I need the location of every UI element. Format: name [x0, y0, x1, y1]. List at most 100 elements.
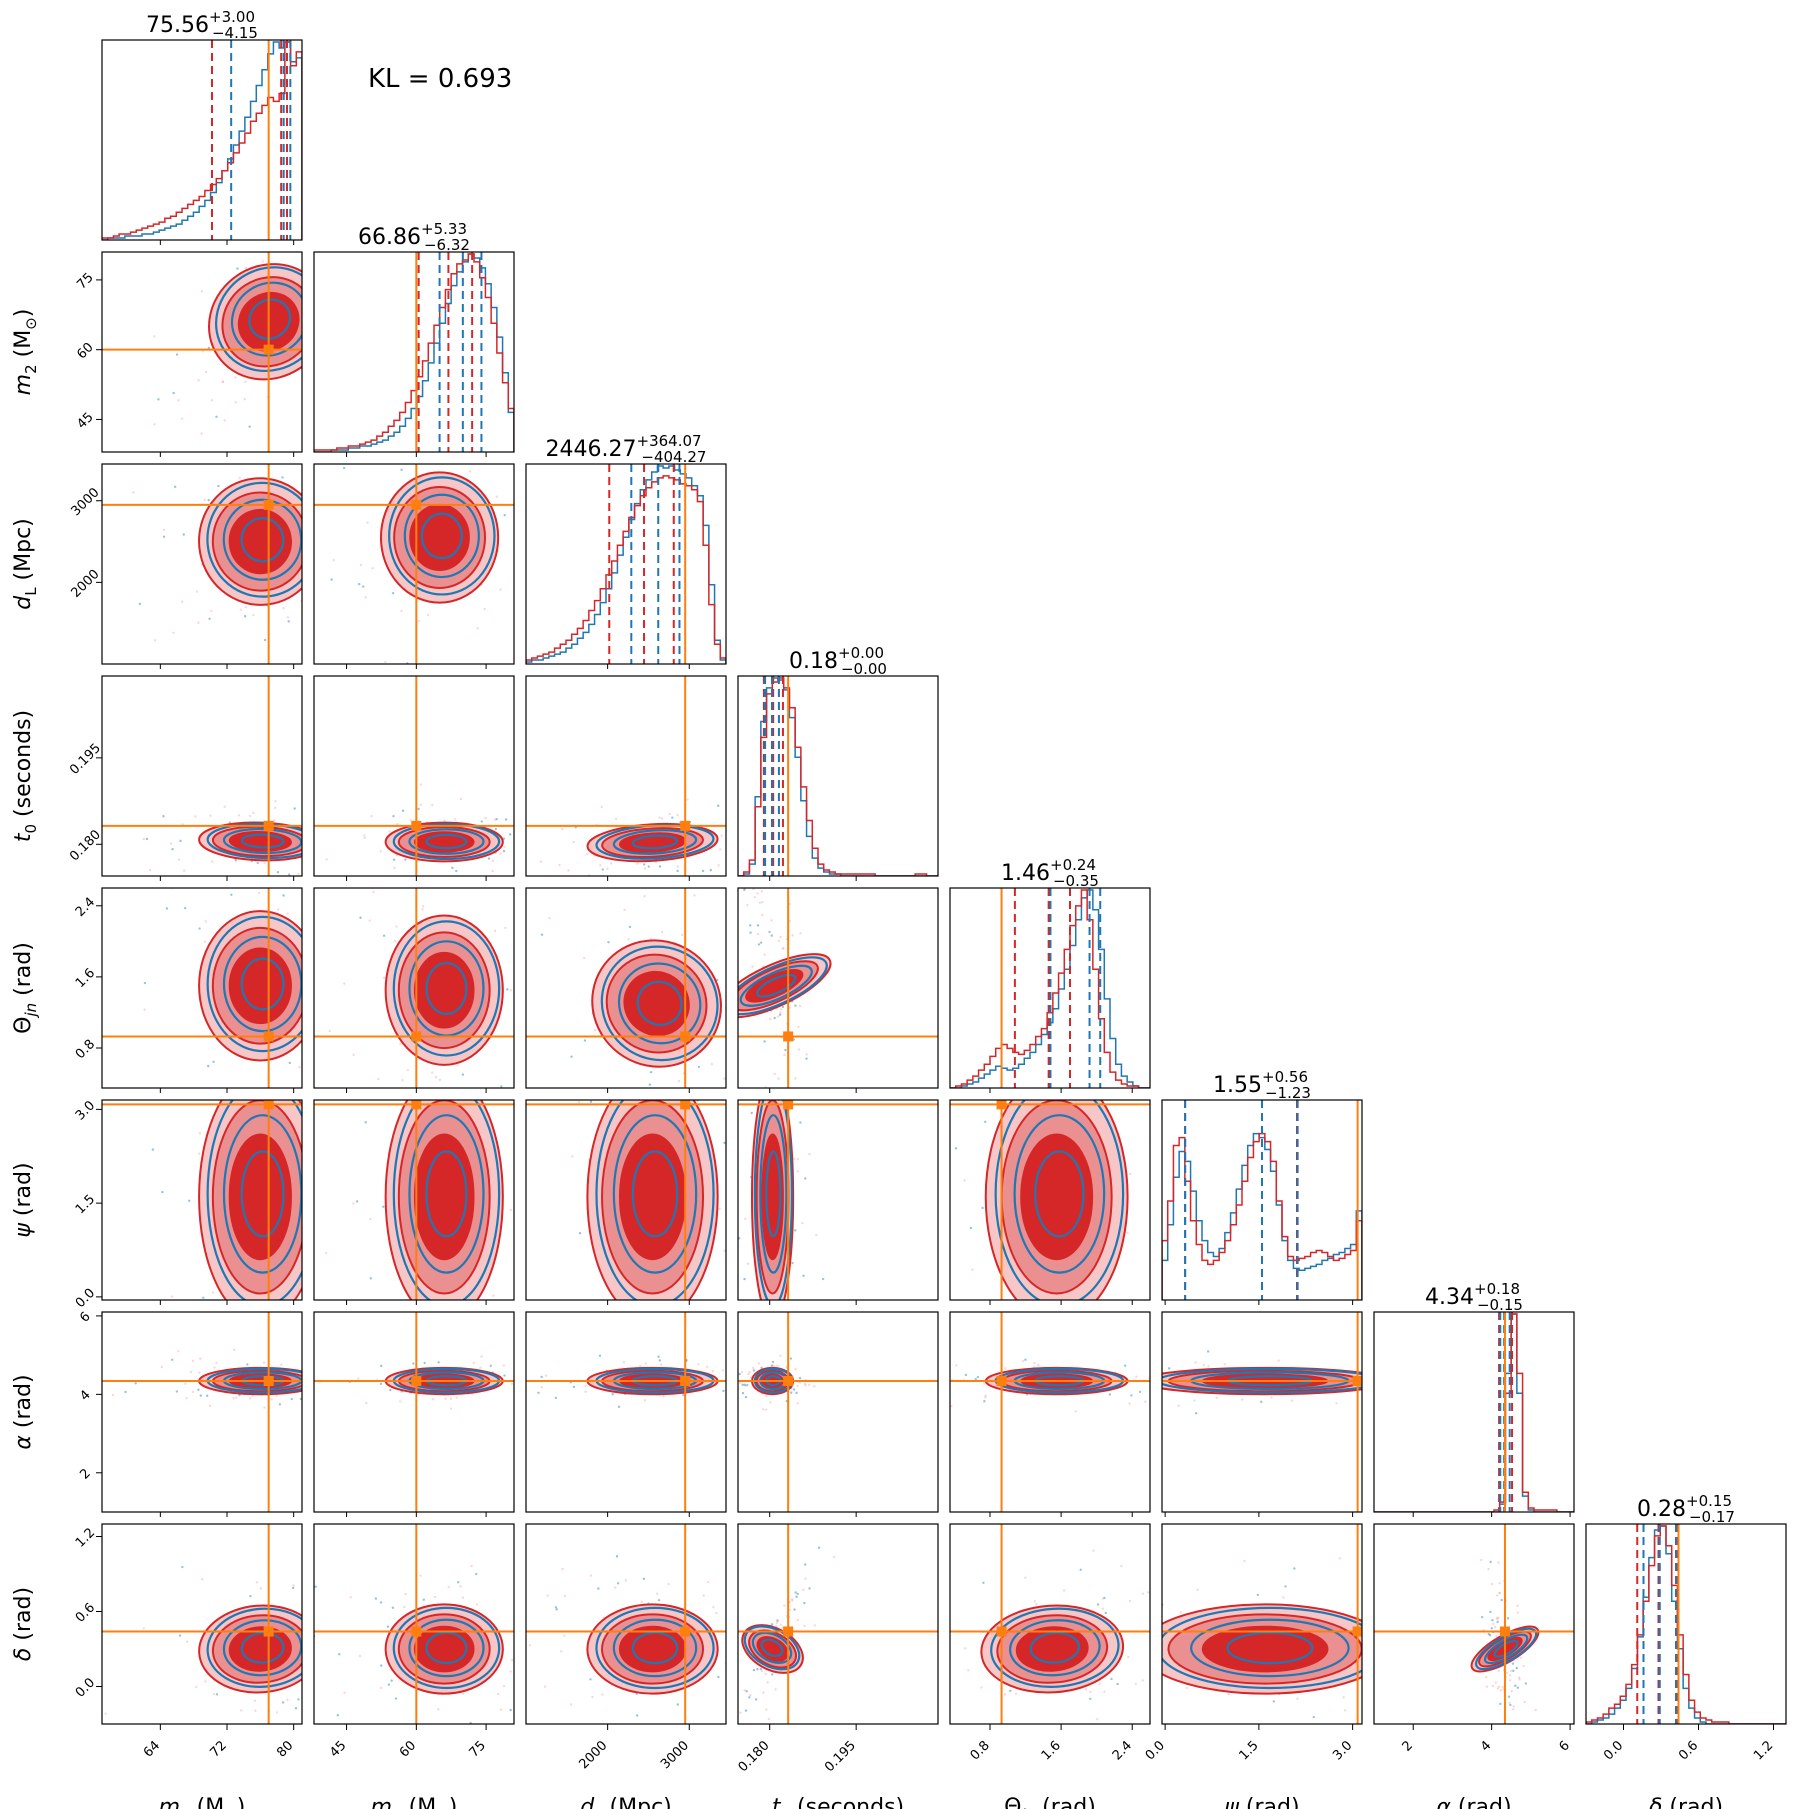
title-m1: 75.56+3.00 −4.15 — [146, 8, 258, 42]
sample-point — [236, 267, 239, 270]
sample-point — [662, 1395, 665, 1398]
sample-point — [516, 1384, 518, 1386]
y-axis-label-psi: ψ (rad) — [11, 1162, 36, 1237]
sample-point — [232, 1348, 236, 1352]
blue-histogram — [1374, 1313, 1574, 1512]
sample-point — [764, 1408, 768, 1411]
sample-point — [157, 398, 160, 401]
x-tick-label: 1.2 — [1751, 1738, 1776, 1763]
blue-contour — [1493, 1639, 1519, 1658]
sample-point — [765, 1313, 767, 1315]
sample-point — [252, 868, 254, 870]
sample-point — [643, 895, 646, 898]
panel-frame — [313, 1099, 515, 1301]
panel-frame — [1161, 1523, 1363, 1725]
sample-point — [348, 843, 350, 845]
sample-point — [941, 1599, 943, 1601]
sample-point — [777, 1077, 780, 1080]
sample-point — [791, 1599, 794, 1602]
sample-point — [531, 1373, 533, 1375]
sample-point — [796, 1384, 799, 1387]
sample-point — [1499, 1689, 1503, 1692]
sample-point — [223, 805, 226, 808]
sample-point — [1505, 1671, 1509, 1675]
sample-point — [206, 1394, 209, 1397]
panel-frame — [737, 1311, 939, 1513]
sample-point — [832, 1555, 836, 1559]
sample-point — [535, 1504, 537, 1506]
sample-point — [798, 1004, 802, 1008]
sample-point — [252, 613, 255, 617]
blue-contour — [751, 1631, 793, 1664]
sample-point — [304, 1697, 306, 1699]
sample-point — [199, 1394, 202, 1397]
sample-point — [1034, 1602, 1038, 1606]
sample-point — [1215, 1396, 1218, 1400]
x-tick-label: 45 — [327, 1738, 349, 1760]
sample-point — [281, 1701, 285, 1704]
sample-point — [776, 1071, 778, 1073]
sample-point — [230, 883, 232, 885]
sample-point — [741, 1383, 744, 1386]
red-contour — [228, 1133, 292, 1261]
sample-point — [1485, 1685, 1489, 1688]
sample-point — [333, 847, 335, 849]
sample-point — [412, 1362, 415, 1365]
sample-point — [582, 871, 584, 873]
blue-contour — [425, 1150, 468, 1238]
truth-marker — [263, 1626, 274, 1637]
sample-point — [217, 484, 220, 488]
sample-point — [1365, 1659, 1367, 1661]
sample-point — [795, 1595, 798, 1599]
sample-point — [331, 501, 333, 503]
sample-point — [586, 1441, 588, 1443]
x-tick-label: 60 — [397, 1738, 419, 1760]
y-tick-label: 2.4 — [73, 895, 98, 920]
sample-point — [677, 1079, 681, 1083]
sample-point — [746, 1383, 749, 1387]
sample-point — [792, 1388, 796, 1391]
sample-point — [1260, 1400, 1263, 1404]
panel-t0-vs-dl — [525, 675, 730, 877]
sample-point — [487, 857, 491, 860]
sample-point — [1508, 1679, 1512, 1682]
sample-point — [235, 1396, 238, 1399]
sample-point — [728, 846, 730, 848]
sample-point — [954, 1147, 958, 1150]
y-tick-label: 0.195 — [67, 741, 104, 778]
sample-point — [365, 1370, 367, 1372]
blue-histogram — [1162, 1132, 1362, 1300]
sample-point — [729, 1055, 731, 1057]
sample-point — [712, 1605, 715, 1609]
sample-point — [735, 1364, 737, 1366]
sample-point — [175, 353, 179, 356]
sample-point — [472, 1361, 475, 1365]
x-tick-label: 0.6 — [1676, 1738, 1701, 1763]
sample-point — [1194, 1361, 1197, 1364]
sample-point — [1141, 1592, 1145, 1595]
blue-contour — [206, 915, 302, 1053]
sample-point — [1074, 1502, 1076, 1504]
blue-contour — [388, 476, 496, 596]
sample-point — [502, 1684, 506, 1688]
sample-point — [1237, 1406, 1239, 1408]
sample-point — [384, 736, 386, 738]
sample-point — [1495, 1617, 1499, 1620]
sample-point — [1495, 1594, 1499, 1597]
sample-point — [1523, 1700, 1527, 1704]
sample-point — [1277, 1359, 1280, 1362]
sample-point — [1495, 1634, 1498, 1638]
sample-point — [760, 890, 763, 893]
sample-point — [330, 1000, 332, 1002]
sample-point — [503, 1374, 506, 1377]
sample-point — [1460, 1400, 1462, 1402]
sample-point — [339, 1273, 341, 1275]
sample-point — [1152, 1620, 1154, 1622]
sample-point — [257, 891, 261, 895]
sample-point — [764, 1096, 766, 1098]
sample-point — [210, 399, 214, 402]
sample-point — [744, 1395, 748, 1399]
sample-point — [309, 1612, 311, 1614]
sample-point — [1096, 1718, 1099, 1721]
sample-point — [1103, 1596, 1106, 1600]
